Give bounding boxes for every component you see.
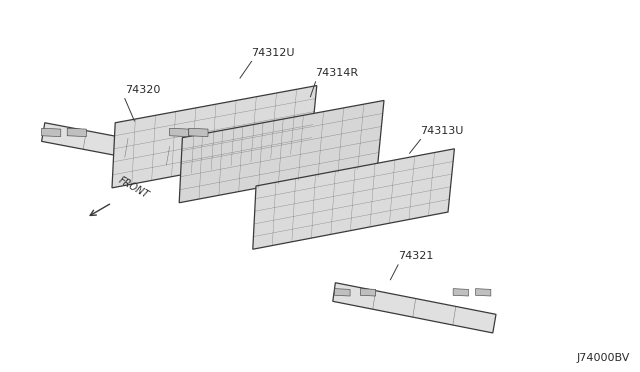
Text: 74314R: 74314R <box>316 68 358 78</box>
Polygon shape <box>453 289 468 296</box>
Polygon shape <box>333 283 496 333</box>
Polygon shape <box>360 289 376 296</box>
Text: 74321: 74321 <box>398 251 433 261</box>
Polygon shape <box>189 128 208 137</box>
Polygon shape <box>476 289 491 296</box>
Polygon shape <box>42 128 61 137</box>
Text: 74312U: 74312U <box>252 48 295 58</box>
Polygon shape <box>179 100 384 203</box>
Polygon shape <box>67 128 86 137</box>
Polygon shape <box>112 86 317 188</box>
Polygon shape <box>170 128 189 137</box>
Polygon shape <box>253 149 454 249</box>
Text: 74320: 74320 <box>125 85 160 95</box>
Text: J74000BV: J74000BV <box>577 353 630 363</box>
Polygon shape <box>335 289 350 296</box>
Polygon shape <box>42 123 211 173</box>
Text: 74313U: 74313U <box>420 126 464 136</box>
Text: FRONT: FRONT <box>117 175 151 200</box>
